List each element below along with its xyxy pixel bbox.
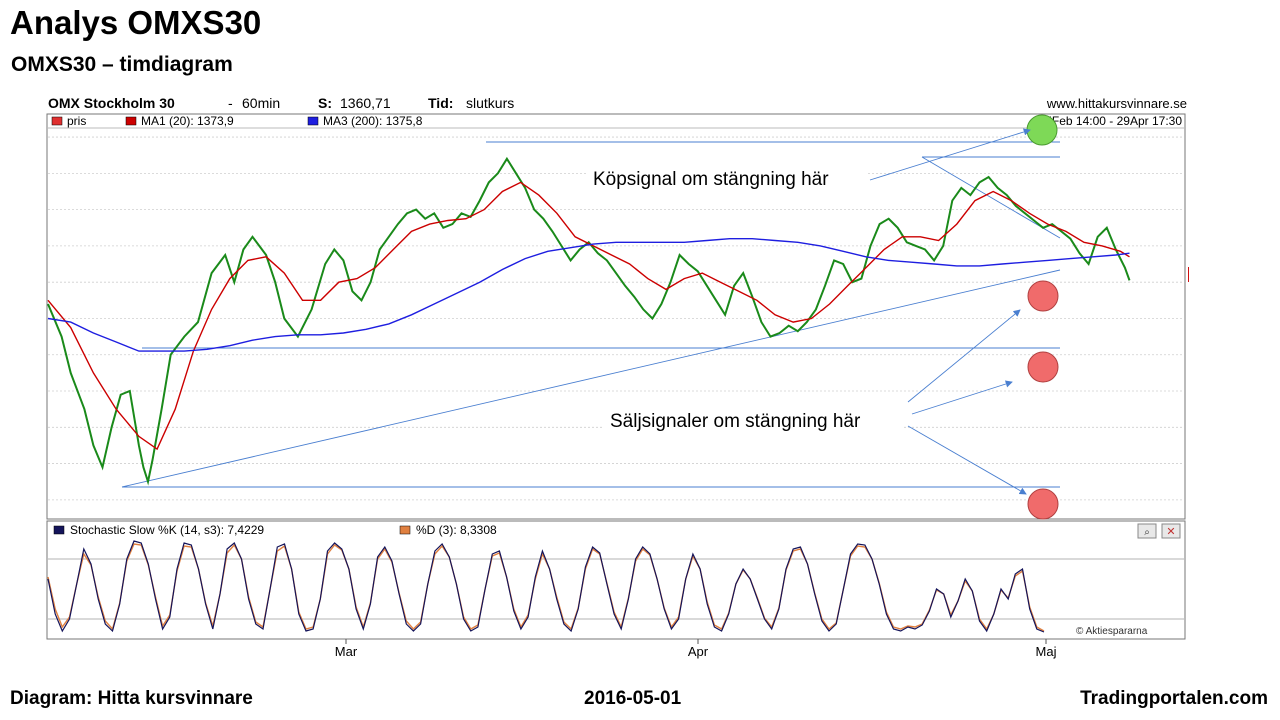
chart-time-value: slutkurs: [466, 95, 514, 111]
chart-interval: 60min: [242, 95, 280, 111]
stoch-k-swatch: [53, 525, 65, 535]
sell-arrow-2: [911, 380, 1013, 415]
close-panel-icon[interactable]: [1161, 523, 1181, 539]
footer-left: Diagram: Hitta kursvinnare: [10, 688, 253, 709]
chart-last-label: S:: [318, 95, 332, 111]
x-tick-label: Apr: [688, 644, 709, 659]
buy-arrow: [869, 128, 1031, 181]
stoch-d-legend: %D (3): 8,3308: [416, 523, 497, 537]
x-tick-label: Maj: [1036, 644, 1057, 659]
stochastic-series-group: [47, 540, 1045, 633]
chart-last-value: 1360,71: [340, 95, 391, 111]
stoch-k-legend: Stochastic Slow %K (14, s3): 7,4229: [70, 523, 264, 537]
legend-date-range: 05Feb 14:00 - 29Apr 17:30: [1039, 114, 1183, 128]
chart-svg: OMX Stockholm 30 - 60min S: 1360,71 Tid:…: [46, 95, 1236, 659]
rising-trendline: [121, 269, 1061, 488]
page-title: Analys OMXS30: [10, 4, 262, 41]
x-tick-label: Mar: [335, 644, 358, 659]
trend-lines: [121, 141, 1061, 488]
buy-signal-text: Köpsignal om stängning här: [593, 169, 829, 190]
x-axis-ticks: Mar Apr Maj: [335, 639, 1057, 659]
sell-signal-circle-1: [1027, 280, 1059, 312]
legend-swatch-ma1: [125, 116, 137, 126]
price-series-group: [47, 156, 1131, 486]
last-price-tag-bg: [1188, 267, 1236, 282]
footer-right: Tradingportalen.com: [1080, 688, 1268, 709]
buy-text-bg: [586, 164, 868, 190]
chart-source: www.hittakursvinnare.se: [1046, 96, 1187, 111]
stochastic-legend: Stochastic Slow %K (14, s3): 7,4229 %D (…: [53, 523, 1181, 539]
sell-arrow-3: [907, 425, 1027, 495]
sell-arrow-1: [907, 309, 1021, 403]
falling-trendline: [921, 156, 1061, 239]
chart-instrument: OMX Stockholm 30: [48, 95, 175, 111]
sell-signal-circle-3: [1027, 488, 1059, 520]
buy-signal-circle: [1026, 114, 1058, 146]
close-x-glyph: ✕: [1166, 526, 1175, 538]
zoom-glyph: ⌕: [1144, 527, 1150, 538]
legend-ma3: MA3 (200): 1375,8: [323, 114, 423, 128]
main-grid: [48, 136, 1184, 501]
stoch-k-line: [47, 540, 1045, 633]
chart-time-label: Tid:: [428, 95, 453, 111]
sell-text-bg: [604, 406, 904, 432]
sell-signal-circle-2: [1027, 351, 1059, 383]
series-line-2: [47, 238, 1130, 352]
stoch-d-swatch: [399, 525, 411, 535]
chart-interval-sep: -: [228, 95, 233, 111]
legend-ma1: MA1 (20): 1373,9: [141, 114, 234, 128]
annotation-arrows: [869, 128, 1031, 495]
sell-signal-text: Säljsignaler om stängning här: [610, 411, 861, 432]
aktiespararna-credit: © Aktiespararna: [1076, 626, 1148, 637]
legend-pris: pris: [67, 114, 86, 128]
legend-swatch-ma3: [307, 116, 319, 126]
series-line-1: [47, 181, 1130, 451]
footer-date: 2016-05-01: [584, 688, 682, 709]
main-legend: pris MA1 (20): 1373,9 MA3 (200): 1375,8 …: [51, 114, 1183, 128]
legend-swatch-pris: [51, 116, 63, 126]
page-subtitle: OMXS30 – timdiagram: [11, 53, 233, 76]
zoom-icon[interactable]: [1137, 523, 1157, 539]
chart-panel: OMX Stockholm 30 - 60min S: 1360,71 Tid:…: [46, 94, 1236, 666]
